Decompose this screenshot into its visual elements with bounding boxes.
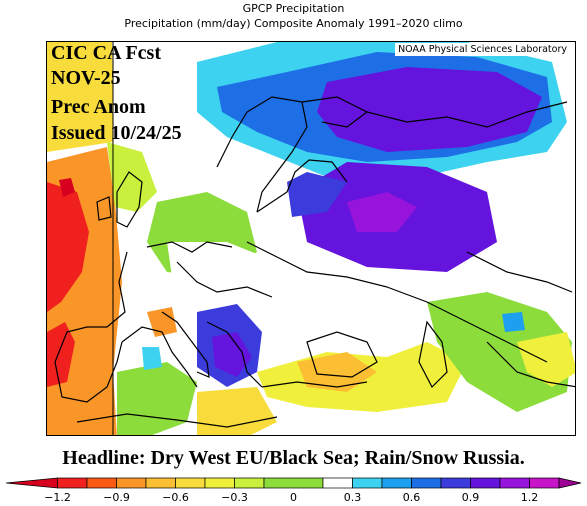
forecast-month: NOV-25 [51, 67, 121, 89]
border-interior-1 [176, 261, 273, 298]
coastline-arctic [366, 101, 568, 128]
anomaly-field-balkans-purple [212, 332, 252, 377]
colorbar-swatch [234, 477, 265, 489]
border-interior-2 [246, 241, 388, 288]
forecast-issued-date: Issued 10/24/25 [51, 122, 182, 144]
colorbar-swatch [5, 477, 58, 489]
anomaly-field-west-lightgreen [107, 142, 157, 212]
forecast-variable: Prec Anom [51, 96, 146, 118]
colorbar-swatch [116, 477, 147, 489]
anomaly-field-russia-core [347, 192, 417, 232]
coastlines [54, 96, 575, 428]
colorbar-tick-label: 1.2 [520, 491, 539, 504]
border-interior-5 [486, 341, 575, 388]
anomaly-field-west-yellow [47, 42, 113, 152]
coastline-iberia [54, 326, 123, 403]
anomaly-field-russia-blue [287, 172, 347, 217]
border-interior-4 [466, 251, 573, 293]
colorbar-tick-label: −0.3 [221, 491, 248, 504]
anomaly-field-italy-orange [147, 307, 177, 337]
headline-text: Headline: Dry West EU/Black Sea; Rain/Sn… [62, 447, 525, 469]
anomaly-field-southeast-yellow [197, 387, 277, 435]
coastline-turkey [261, 381, 368, 388]
colorbar-swatch [440, 477, 471, 489]
colorbar-swatch [175, 477, 206, 489]
colorbar-swatch [352, 477, 383, 489]
colorbar-swatch [558, 477, 582, 489]
anomaly-field-east-green [427, 292, 572, 412]
credit-label: NOAA Physical Sciences Laboratory [395, 43, 570, 56]
colorbar-swatch [86, 477, 117, 489]
colorbar-tick-label: −0.6 [162, 491, 189, 504]
colorbar-tick-label: 0.9 [461, 491, 480, 504]
colorbar-tick-label: 0.3 [343, 491, 362, 504]
coastline-black-sea [306, 331, 378, 378]
coastline-ireland [96, 196, 112, 221]
coastline-scandinavia [216, 96, 308, 213]
colorbar-swatch [499, 477, 530, 489]
coastline-italy [161, 311, 210, 378]
border-interior-3 [386, 286, 548, 363]
anomaly-map: NOAA Physical Sciences Laboratory CIC CA… [46, 41, 576, 436]
colorbar-swatch [381, 477, 412, 489]
anomaly-field-east-blue [502, 312, 525, 332]
anomaly-field-south-green [117, 362, 197, 435]
colorbar-swatch [204, 477, 235, 489]
anomaly-field-black-sea-orange [297, 352, 377, 392]
anomaly-field-iberia-red [47, 322, 75, 387]
colorbar-swatch [470, 477, 501, 489]
anomaly-field-central-white [167, 242, 307, 332]
anomaly-field-west-dark-red [59, 178, 75, 197]
anomaly-field-north-purple [317, 67, 542, 152]
coastline-caspian [418, 320, 448, 389]
anomaly-field-south-cyan [142, 347, 162, 370]
coastline-baltic [256, 159, 348, 213]
colorbar-swatch [57, 477, 88, 489]
anomaly-field-east-yellow [517, 332, 575, 387]
coastline-africa [76, 413, 278, 428]
coastline-north-sea [146, 241, 233, 253]
colorbar-tick-label: 0 [290, 491, 297, 504]
colorbar: −1.2 −0.9 −0.6 −0.3 0 0.3 0.6 0.9 1.2 [0, 474, 587, 506]
map-canvas [47, 42, 575, 435]
colorbar-swatch [263, 477, 324, 489]
forecast-title: CIC CA Fcst [51, 42, 161, 64]
colorbar-swatch [529, 477, 560, 489]
colorbar-swatch [411, 477, 442, 489]
chart-header-title: GPCP Precipitation [242, 2, 345, 15]
colorbar-tick-label: 0.6 [402, 491, 421, 504]
colorbar-tick-label: −1.2 [44, 491, 71, 504]
colorbar-graphic [5, 477, 582, 489]
chart-header-subtitle: Precipitation (mm/day) Composite Anomaly… [124, 17, 463, 30]
colorbar-swatch [322, 477, 353, 489]
colorbar-swatch [145, 477, 176, 489]
coastline-france-atlantic [87, 251, 128, 328]
anomaly-field-west-red [47, 182, 89, 312]
coastline-balkans [206, 321, 263, 388]
coastline-uk [116, 171, 143, 228]
colorbar-tick-label: −0.9 [103, 491, 130, 504]
coastline-mediterranean-west [121, 326, 198, 388]
